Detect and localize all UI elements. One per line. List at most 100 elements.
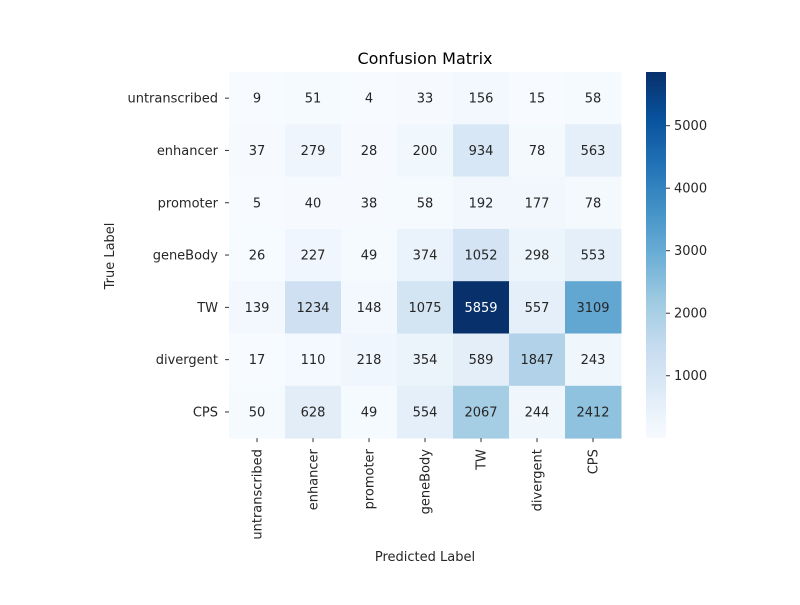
- cell-genebody-cps: [565, 228, 622, 282]
- cell-promoter-divergent: [509, 176, 566, 230]
- cell-value-label: 33: [417, 92, 434, 107]
- cell-promoter-genebody: [397, 176, 454, 230]
- cell-value-label: 177: [525, 196, 550, 211]
- cell-value-label: 589: [469, 353, 494, 368]
- cell-value-label: 15: [529, 92, 546, 107]
- cell-untranscribed-enhancer: [285, 72, 342, 125]
- cell-value-label: 110: [301, 353, 326, 368]
- cell-enhancer-tw: [453, 124, 510, 178]
- cell-enhancer-cps: [565, 124, 622, 178]
- cell-value-label: 243: [581, 353, 606, 368]
- x-axis-label: Predicted Label: [375, 550, 475, 565]
- cell-value-label: 934: [469, 144, 494, 159]
- cell-untranscribed-genebody: [397, 72, 454, 125]
- cell-value-label: 244: [525, 405, 550, 420]
- cell-promoter-untranscribed: [229, 176, 286, 230]
- x-tick-label-enhancer: enhancer: [307, 448, 322, 510]
- cell-divergent-enhancer: [285, 333, 342, 387]
- cell-value-label: 26: [249, 249, 266, 264]
- cell-value-label: 1847: [520, 353, 553, 368]
- cell-genebody-tw: [453, 228, 510, 282]
- cell-genebody-enhancer: [285, 228, 342, 282]
- x-tick-label-promoter: promoter: [363, 448, 378, 509]
- cell-value-label: 156: [469, 92, 494, 107]
- cell-promoter-cps: [565, 176, 622, 230]
- y-tick-label-promoter: promoter: [158, 196, 219, 211]
- cell-untranscribed-cps: [565, 72, 622, 125]
- cell-tw-untranscribed: [229, 281, 286, 334]
- cell-genebody-untranscribed: [229, 228, 286, 282]
- y-axis-label: True Label: [103, 223, 118, 291]
- cell-value-label: 218: [357, 353, 382, 368]
- cell-tw-genebody: [397, 281, 454, 334]
- y-tick-label-divergent: divergent: [156, 353, 218, 368]
- cell-value-label: 148: [357, 301, 382, 316]
- cell-value-label: 2067: [464, 405, 497, 420]
- cell-tw-divergent: [509, 281, 566, 334]
- cell-enhancer-genebody: [397, 124, 454, 178]
- cell-untranscribed-untranscribed: [229, 72, 286, 125]
- cell-cps-cps: [565, 385, 622, 439]
- cell-value-label: 4: [365, 92, 373, 107]
- cell-value-label: 40: [305, 196, 322, 211]
- cell-divergent-cps: [565, 333, 622, 387]
- cell-untranscribed-promoter: [341, 72, 398, 125]
- colorbar-tick-label: 3000: [674, 244, 707, 259]
- cell-untranscribed-tw: [453, 72, 510, 125]
- cell-value-label: 3109: [576, 301, 609, 316]
- cell-divergent-untranscribed: [229, 333, 286, 387]
- y-tick-label-genebody: geneBody: [153, 249, 219, 264]
- colorbar-tick-label: 1000: [674, 369, 707, 384]
- cell-promoter-tw: [453, 176, 510, 230]
- cell-value-label: 279: [301, 144, 326, 159]
- cell-value-label: 9: [253, 92, 261, 107]
- cell-value-label: 354: [413, 353, 438, 368]
- cell-tw-enhancer: [285, 281, 342, 334]
- cell-cps-promoter: [341, 385, 398, 439]
- cell-value-label: 38: [361, 196, 378, 211]
- cell-value-label: 553: [581, 249, 606, 264]
- cell-value-label: 78: [529, 144, 546, 159]
- colorbar-ticks: 1000 2000 3000 4000 5000: [666, 119, 707, 384]
- cell-divergent-genebody: [397, 333, 454, 387]
- cell-value-label: 628: [301, 405, 326, 420]
- cell-value-label: 50: [249, 405, 266, 420]
- colorbar-tick-label: 4000: [674, 182, 707, 197]
- cell-enhancer-untranscribed: [229, 124, 286, 178]
- cell-tw-tw: [453, 281, 510, 334]
- x-tick-label-cps: CPS: [587, 449, 602, 474]
- cell-enhancer-divergent: [509, 124, 566, 178]
- y-tick-label-enhancer: enhancer: [157, 144, 219, 159]
- chart-title: Confusion Matrix: [357, 49, 492, 68]
- cell-value-label: 58: [417, 196, 434, 211]
- cell-promoter-enhancer: [285, 176, 342, 230]
- cell-promoter-promoter: [341, 176, 398, 230]
- cell-value-label: 1052: [464, 249, 497, 264]
- cell-enhancer-promoter: [341, 124, 398, 178]
- cell-value-label: 374: [413, 249, 438, 264]
- cell-value-label: 227: [301, 249, 326, 264]
- cell-cps-untranscribed: [229, 385, 286, 439]
- cell-value-label: 557: [525, 301, 550, 316]
- cell-tw-promoter: [341, 281, 398, 334]
- cell-cps-enhancer: [285, 385, 342, 439]
- cell-tw-cps: [565, 281, 622, 334]
- cell-value-label: 49: [361, 405, 378, 420]
- cell-value-label: 2412: [576, 405, 609, 420]
- cell-value-label: 17: [249, 353, 266, 368]
- cell-cps-divergent: [509, 385, 566, 439]
- cell-value-label: 1075: [408, 301, 441, 316]
- y-tick-label-cps: CPS: [193, 405, 218, 420]
- cell-value-label: 51: [305, 92, 322, 107]
- cell-value-label: 28: [361, 144, 378, 159]
- cell-cps-genebody: [397, 385, 454, 439]
- x-axis-ticks: untranscribed enhancer promoter geneBody TW d…: [251, 438, 602, 540]
- cell-value-label: 49: [361, 249, 378, 264]
- cell-value-label: 78: [585, 196, 602, 211]
- x-tick-label-divergent: divergent: [531, 449, 546, 511]
- cell-value-label: 58: [585, 92, 602, 107]
- cell-value-label: 5: [253, 196, 261, 211]
- x-tick-label-untranscribed: untranscribed: [251, 449, 266, 540]
- cell-untranscribed-divergent: [509, 72, 566, 125]
- cell-enhancer-enhancer: [285, 124, 342, 178]
